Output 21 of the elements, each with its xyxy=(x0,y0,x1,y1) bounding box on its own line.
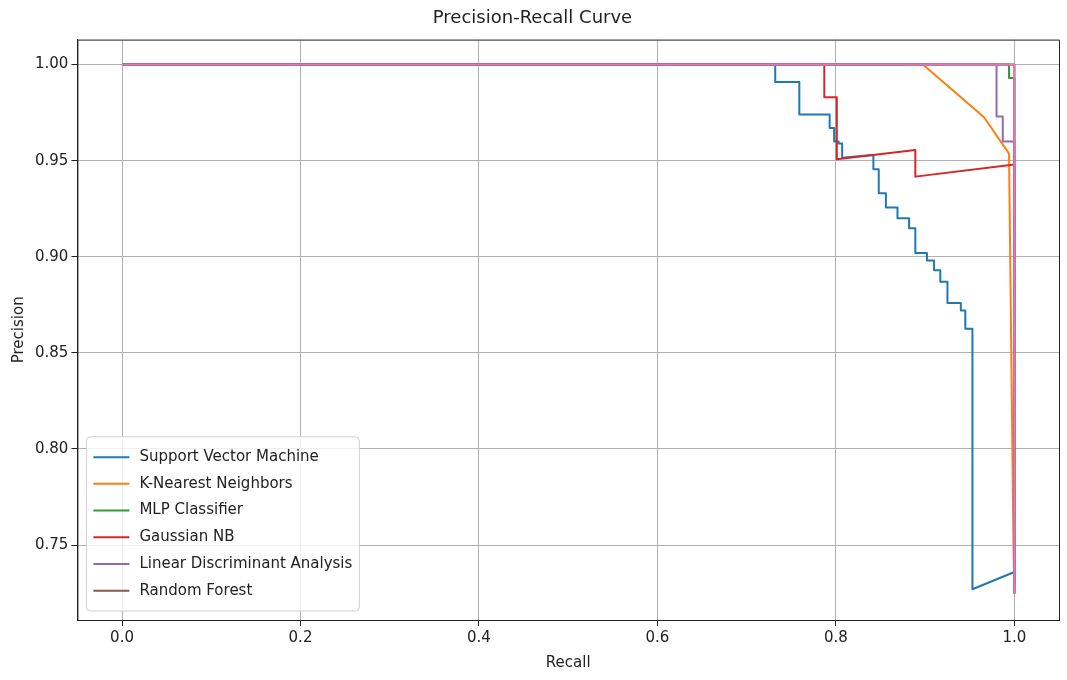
legend-label: MLP Classifier xyxy=(139,500,244,519)
y-axis-title: Precision xyxy=(8,296,27,364)
x-tick-label: 0.2 xyxy=(288,627,313,646)
y-tick-label: 0.75 xyxy=(34,534,69,553)
y-tick-label: 0.95 xyxy=(34,150,69,169)
y-tick-label: 1.00 xyxy=(34,54,69,73)
legend-label: Support Vector Machine xyxy=(139,447,319,466)
legend-label: K-Nearest Neighbors xyxy=(139,473,293,492)
y-tick-label: 0.85 xyxy=(34,342,69,361)
x-axis-title: Recall xyxy=(545,652,591,671)
y-tick-label: 0.90 xyxy=(34,246,69,265)
x-tick-label: 0.8 xyxy=(823,627,848,646)
y-tick-label: 0.80 xyxy=(34,438,69,457)
legend-label: Gaussian NB xyxy=(139,527,235,546)
x-tick-label: 0.4 xyxy=(467,627,491,646)
chart-title: Precision-Recall Curve xyxy=(432,6,633,28)
x-tick-label: 0.0 xyxy=(110,627,134,646)
x-tick-label: 1.0 xyxy=(1002,627,1027,646)
legend-label: Random Forest xyxy=(139,580,253,599)
legend-label: Linear Discriminant Analysis xyxy=(139,553,353,572)
x-tick-label: 0.6 xyxy=(645,627,670,646)
